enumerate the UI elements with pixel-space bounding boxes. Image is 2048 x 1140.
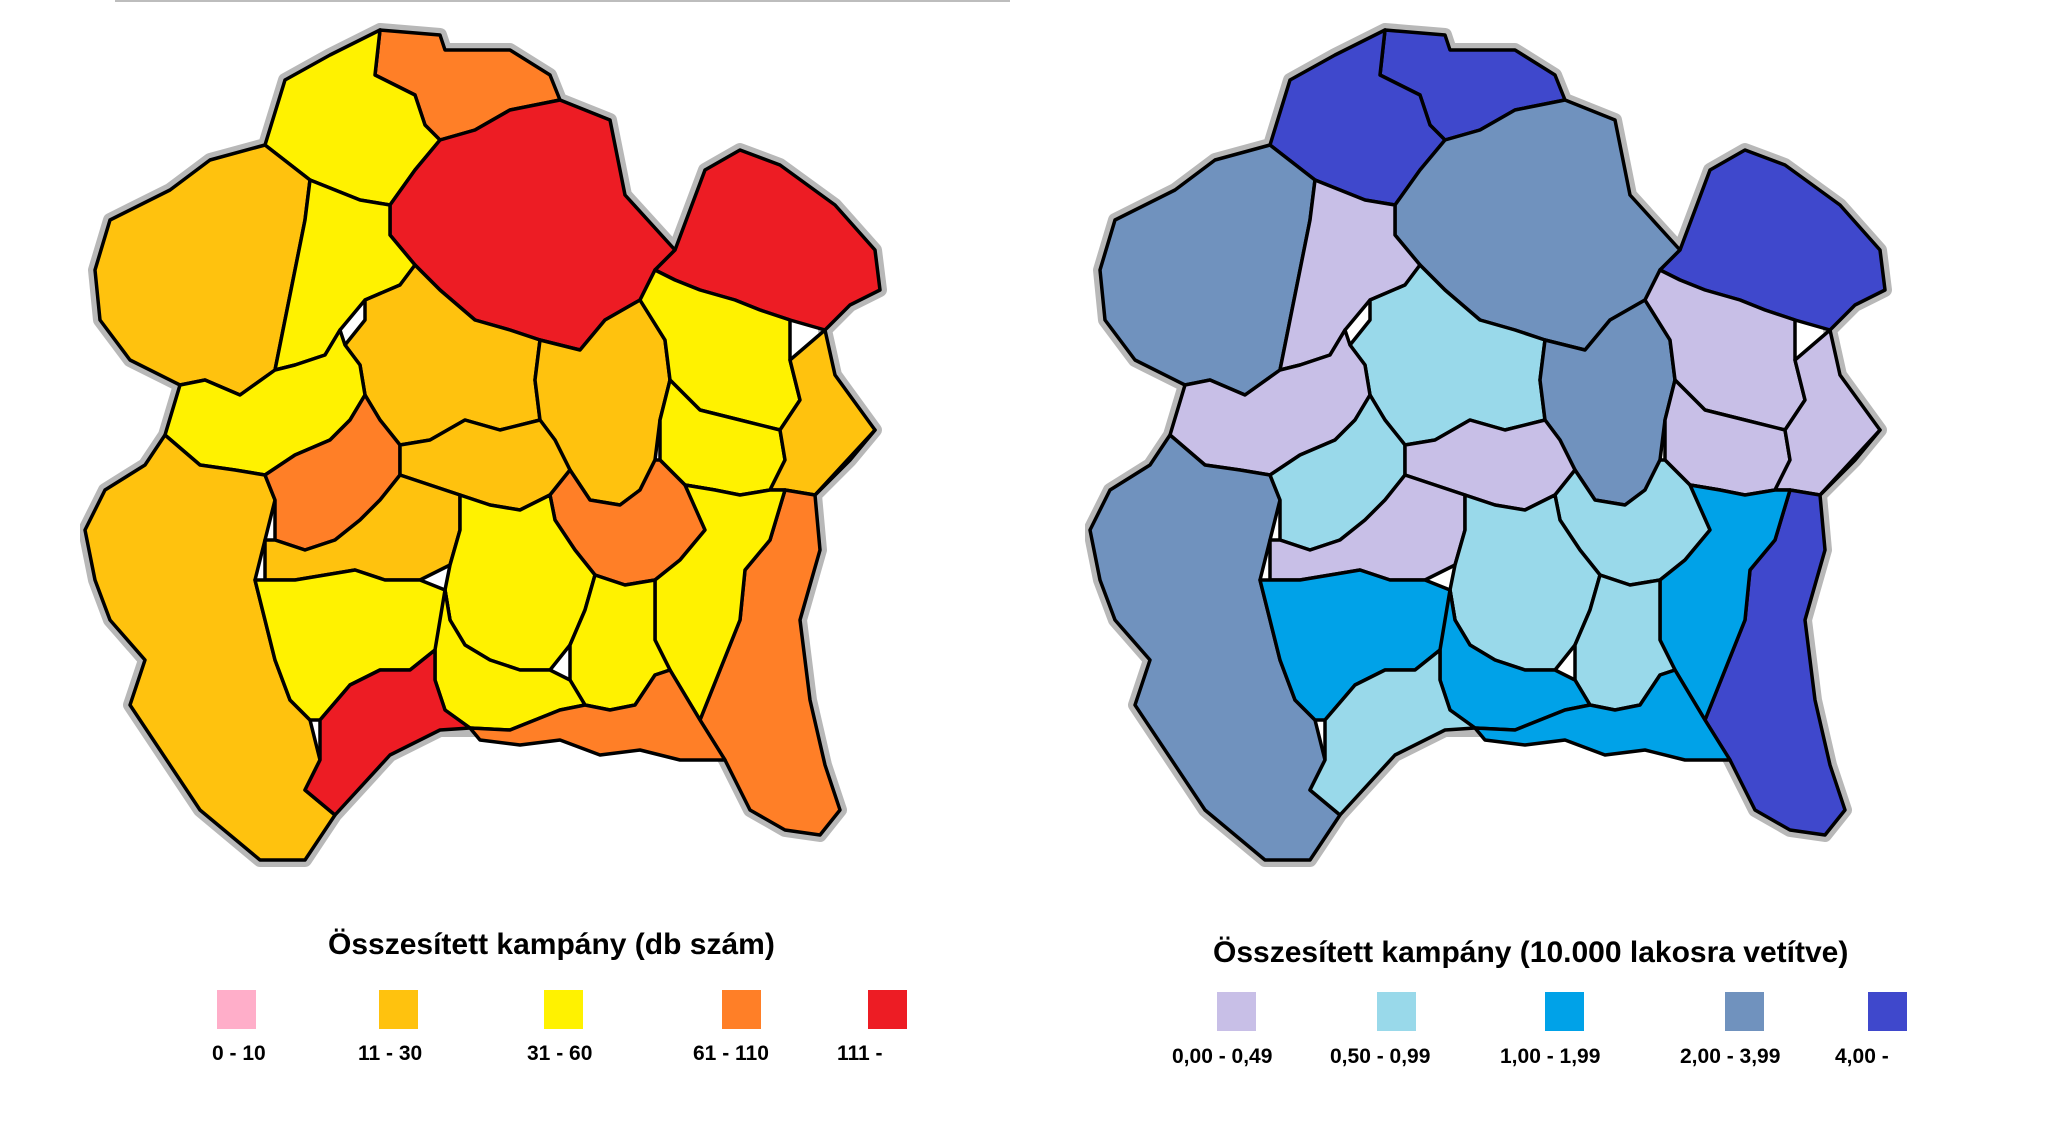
- legend-swatch: [379, 990, 418, 1029]
- legend-label: 4,00 -: [1835, 1045, 1889, 1068]
- region-14: [1088, 433, 1342, 862]
- choropleth-map-count: [80, 20, 1000, 910]
- region-20: [443, 493, 597, 672]
- legend-swatch: [1868, 992, 1907, 1031]
- legend-label: 0,50 - 0,99: [1330, 1045, 1431, 1068]
- region-24: [303, 648, 472, 817]
- legend-label: 31 - 60: [527, 1042, 593, 1065]
- legend-swatch: [1725, 992, 1764, 1031]
- region-25: [468, 668, 727, 762]
- legend-swatch: [1217, 992, 1256, 1031]
- map-svg: [80, 23, 887, 867]
- region-14: [83, 433, 337, 862]
- top-divider: [115, 0, 1010, 2]
- legend-title-per-capita: Összesített kampány (10.000 lakosra vetí…: [1213, 936, 1849, 969]
- legend-label: 61 - 110: [693, 1042, 769, 1065]
- legend-label: 2,00 - 3,99: [1680, 1045, 1781, 1068]
- region-18: [653, 483, 787, 722]
- legend-swatch: [544, 990, 583, 1029]
- region-24: [1308, 648, 1477, 817]
- choropleth-map-per-capita: [1085, 20, 2005, 910]
- legend-label: 11 - 30: [358, 1042, 423, 1065]
- legend-label: 0 - 10: [212, 1042, 266, 1065]
- region-20: [1448, 493, 1602, 672]
- legend-label: 1,00 - 1,99: [1500, 1045, 1601, 1068]
- region-25: [1473, 668, 1732, 762]
- legend-swatch: [217, 990, 256, 1029]
- legend-label: 0,00 - 0,49: [1172, 1045, 1273, 1068]
- legend-label: 111 -: [837, 1042, 883, 1065]
- map-svg: [1085, 23, 1892, 867]
- region-18: [1658, 483, 1792, 722]
- legend-swatch: [1545, 992, 1584, 1031]
- legend-swatch: [722, 990, 761, 1029]
- legend-swatch: [1377, 992, 1416, 1031]
- legend-swatch: [868, 990, 907, 1029]
- legend-title-count: Összesített kampány (db szám): [328, 928, 775, 961]
